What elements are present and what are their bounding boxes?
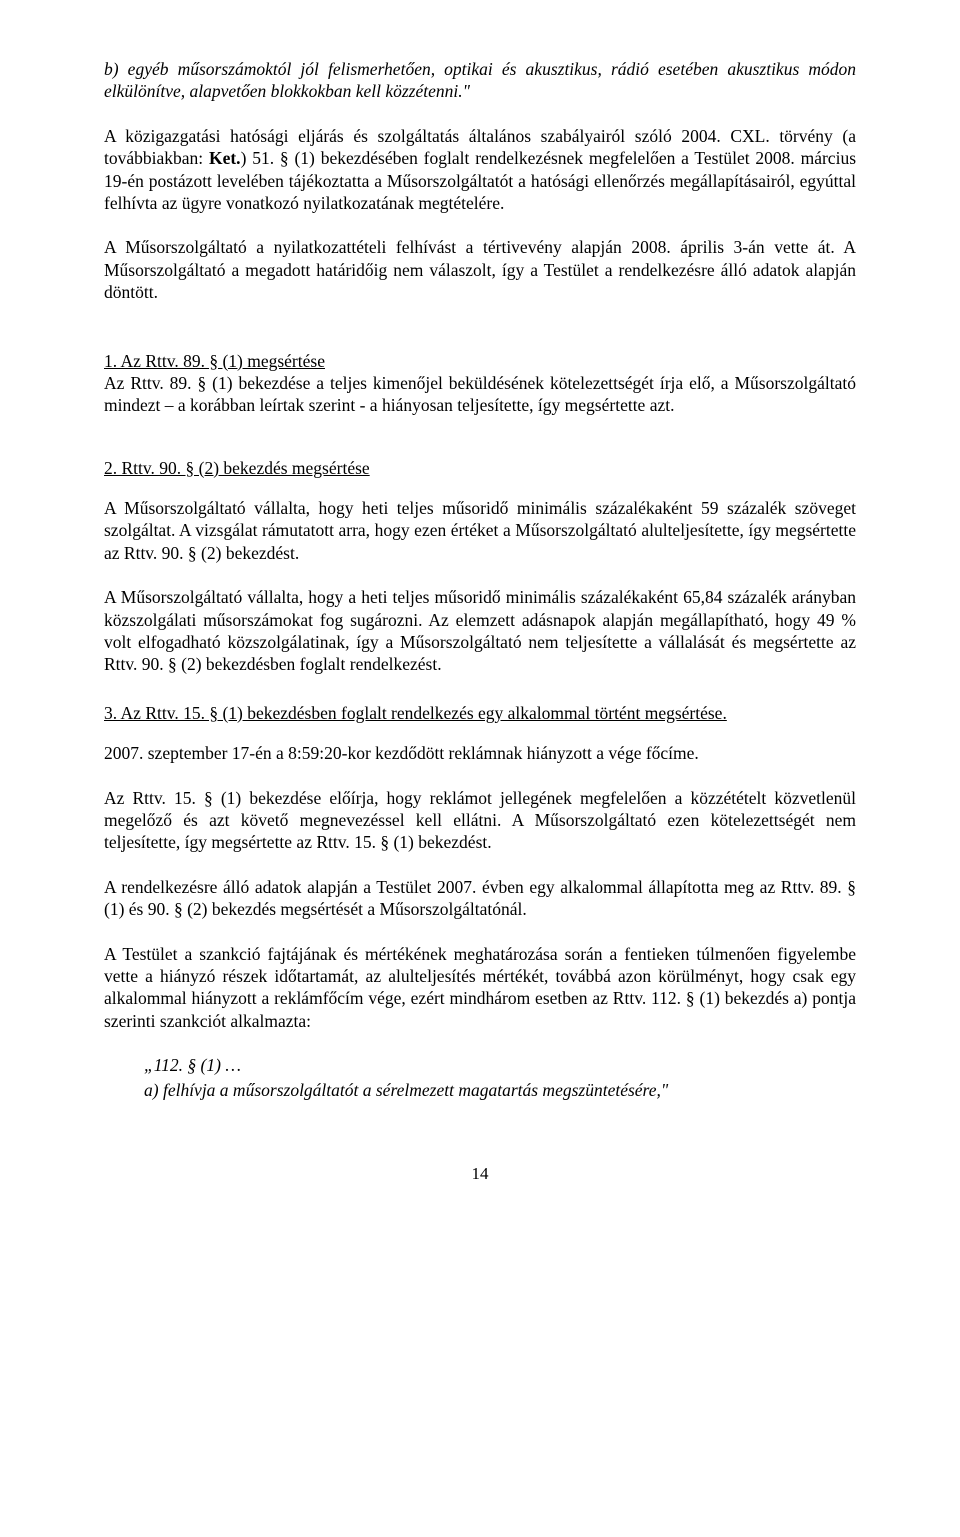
section-3-p2: Az Rttv. 15. § (1) bekezdése előírja, ho… [104,787,856,854]
quote-line-2: a) felhívja a műsorszolgáltatót a sérelm… [144,1079,856,1101]
procedure-paragraph: A közigazgatási hatósági eljárás és szol… [104,125,856,215]
spacer [104,435,856,457]
intro-quote-b: b) egyéb műsorszámoktól jól felismerhető… [104,58,856,103]
section-3-p1: 2007. szeptember 17-én a 8:59:20-kor kez… [104,742,856,764]
section-3-head-line: 3. Az Rttv. 15. § (1) bekezdésben foglal… [104,702,856,724]
section-1-head: 1. Az Rttv. 89. § (1) megsértése [104,351,325,371]
section-3-head: 3. Az Rttv. 15. § (1) bekezdésben foglal… [104,703,727,723]
section-1: 1. Az Rttv. 89. § (1) megsértése Az Rttv… [104,350,856,417]
document-page: b) egyéb műsorszámoktól jól felismerhető… [0,0,960,1537]
summary-p1: A rendelkezésre álló adatok alapján a Te… [104,876,856,921]
section-2-head: 2. Rttv. 90. § (2) bekezdés megsértése [104,458,370,478]
section-2-head-line: 2. Rttv. 90. § (2) bekezdés megsértése [104,457,856,479]
section-1-body: Az Rttv. 89. § (1) bekezdése a teljes ki… [104,373,856,415]
summary-p2: A Testület a szankció fajtájának és mért… [104,943,856,1033]
quote-block: „112. § (1) … a) felhívja a műsorszolgál… [144,1054,856,1101]
quote-line-1: „112. § (1) … [144,1054,856,1076]
section-2-p1: A Műsorszolgáltató vállalta, hogy heti t… [104,497,856,564]
ket-abbrev: Ket. [209,148,241,168]
section-2-p2: A Műsorszolgáltató vállalta, hogy a heti… [104,586,856,676]
tertivency-paragraph: A Műsorszolgáltató a nyilatkozattételi f… [104,236,856,303]
page-number: 14 [104,1163,856,1185]
spacer [104,326,856,350]
